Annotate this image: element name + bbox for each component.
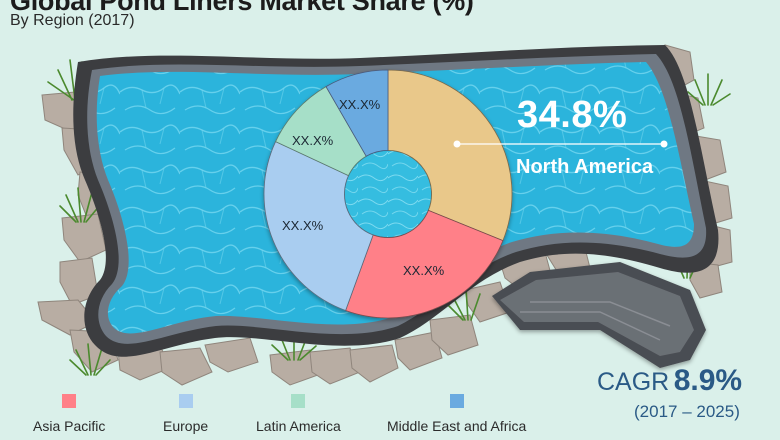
- cagr-annotation: CAGR 8.9%: [597, 364, 742, 398]
- slice-label-middle-east-africa: XX.X%: [339, 97, 381, 112]
- legend-swatch: [449, 394, 464, 408]
- slice-europe: [263, 141, 374, 312]
- legend-item-asia-pacific: Asia Pacific: [33, 394, 105, 434]
- callout-value: 34.8%: [517, 94, 628, 136]
- slice-label-latin-america: XX.X%: [292, 133, 334, 148]
- cagr-label: CAGR: [597, 368, 670, 396]
- cagr-range: (2017 – 2025): [634, 402, 740, 421]
- chart-legend: Asia Pacific Europe Latin America Middle…: [0, 394, 560, 440]
- legend-item-europe: Europe: [163, 394, 208, 434]
- slice-label-asia-pacific: XX.X%: [403, 263, 445, 278]
- legend-swatch: [62, 394, 77, 408]
- chart-subtitle: By Region (2017): [10, 12, 135, 29]
- callout-region-label: North America: [516, 156, 654, 178]
- legend-swatch: [178, 394, 193, 408]
- chart-title: Global Pond Liners Market Share (%): [10, 0, 474, 16]
- legend-swatch: [291, 394, 306, 408]
- slice-asia-pacific: [345, 209, 504, 319]
- legend-item-middle-east-africa: Middle East and Africa: [387, 394, 526, 434]
- legend-label: Latin America: [256, 418, 341, 434]
- cagr-value: 8.9%: [673, 364, 743, 397]
- slice-label-europe: XX.X%: [282, 218, 324, 233]
- liner-sheet-image: [492, 262, 706, 368]
- legend-item-latin-america: Latin America: [256, 394, 341, 434]
- slice-north-america: [387, 69, 513, 242]
- slice-middle-east-africa: [325, 69, 389, 157]
- callout-leader: [453, 140, 668, 148]
- legend-label: Europe: [163, 418, 209, 434]
- legend-label: Asia Pacific: [33, 418, 106, 434]
- legend-label: Middle East and Africa: [387, 418, 527, 434]
- donut-chart: [263, 69, 513, 319]
